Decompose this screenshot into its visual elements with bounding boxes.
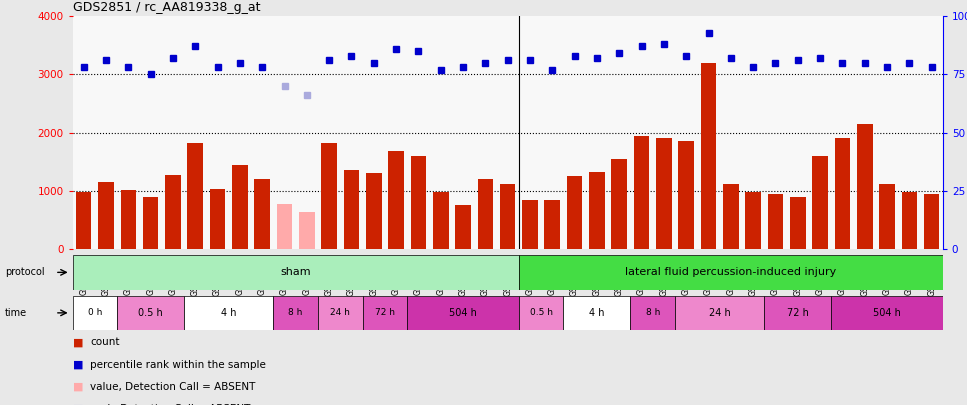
Bar [318, 296, 363, 330]
Bar [923, 194, 940, 249]
Text: percentile rank within the sample: percentile rank within the sample [90, 360, 266, 369]
Bar [656, 139, 672, 249]
Bar [835, 139, 850, 249]
Text: 0.5 h: 0.5 h [530, 308, 553, 318]
Text: 504 h: 504 h [449, 308, 477, 318]
Text: 504 h: 504 h [873, 308, 901, 318]
Text: 4 h: 4 h [221, 308, 237, 318]
Bar [832, 296, 943, 330]
Text: 72 h: 72 h [375, 308, 395, 318]
Bar [117, 296, 184, 330]
Bar [522, 200, 538, 249]
Bar [701, 63, 717, 249]
Bar [73, 296, 117, 330]
Bar [633, 136, 650, 249]
Bar [188, 143, 203, 249]
Text: value, Detection Call = ABSENT: value, Detection Call = ABSENT [90, 382, 255, 392]
Bar [564, 296, 630, 330]
Bar [254, 179, 270, 249]
Text: 8 h: 8 h [646, 308, 659, 318]
Bar [143, 197, 159, 249]
Bar [679, 141, 694, 249]
Text: lateral fluid percussion-induced injury: lateral fluid percussion-induced injury [626, 267, 836, 277]
Bar [407, 296, 519, 330]
Bar [75, 192, 92, 249]
Bar [433, 192, 449, 249]
Bar [277, 204, 292, 249]
Text: sham: sham [280, 267, 311, 277]
Bar [210, 189, 225, 249]
Bar [812, 156, 828, 249]
Bar [746, 192, 761, 249]
Bar [73, 255, 519, 290]
Text: time: time [5, 308, 27, 318]
Bar [455, 205, 471, 249]
Bar [366, 173, 382, 249]
Text: ■: ■ [73, 337, 83, 347]
Bar [99, 182, 114, 249]
Bar [589, 172, 604, 249]
Text: GDS2851 / rc_AA819338_g_at: GDS2851 / rc_AA819338_g_at [73, 1, 260, 14]
Text: 24 h: 24 h [709, 308, 730, 318]
Bar [299, 212, 314, 249]
Bar [675, 296, 764, 330]
Text: 8 h: 8 h [288, 308, 303, 318]
Text: count: count [90, 337, 120, 347]
Bar [321, 143, 337, 249]
Text: 4 h: 4 h [589, 308, 604, 318]
Text: protocol: protocol [5, 267, 44, 277]
Bar [389, 151, 404, 249]
Bar [500, 184, 515, 249]
Text: ■: ■ [73, 360, 83, 369]
Bar [519, 255, 943, 290]
Bar [723, 184, 739, 249]
Bar [165, 175, 181, 249]
Text: rank, Detection Call = ABSENT: rank, Detection Call = ABSENT [90, 404, 250, 405]
Bar [790, 197, 806, 249]
Bar [184, 296, 274, 330]
Bar [232, 165, 248, 249]
Bar [519, 296, 564, 330]
Bar [411, 156, 426, 249]
Text: 0.5 h: 0.5 h [138, 308, 163, 318]
Bar [611, 159, 627, 249]
Bar [343, 171, 360, 249]
Bar [901, 192, 917, 249]
Text: 24 h: 24 h [331, 308, 350, 318]
Bar [857, 124, 872, 249]
Bar [544, 200, 560, 249]
Text: ■: ■ [73, 404, 83, 405]
Text: ■: ■ [73, 382, 83, 392]
Bar [879, 184, 894, 249]
Bar [121, 190, 136, 249]
Text: 0 h: 0 h [88, 308, 103, 318]
Bar [764, 296, 832, 330]
Bar [768, 194, 783, 249]
Text: 72 h: 72 h [787, 308, 808, 318]
Bar [567, 176, 582, 249]
Bar [630, 296, 675, 330]
Bar [274, 296, 318, 330]
Bar [363, 296, 407, 330]
Bar [478, 179, 493, 249]
